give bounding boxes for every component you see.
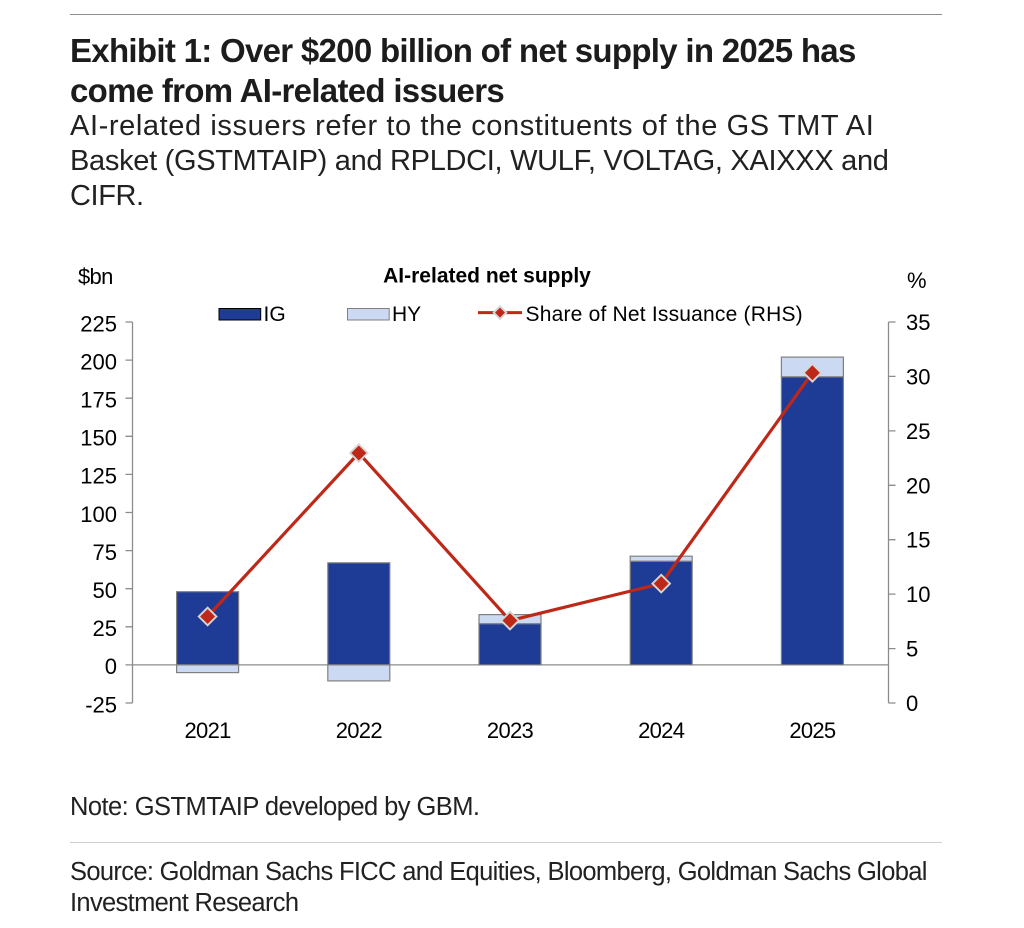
svg-text:125: 125 (80, 464, 117, 489)
svg-text:25: 25 (906, 419, 930, 444)
svg-text:150: 150 (80, 426, 117, 451)
svg-text:%: % (907, 268, 927, 293)
svg-text:50: 50 (93, 578, 117, 603)
svg-text:15: 15 (906, 528, 930, 553)
svg-text:2022: 2022 (336, 718, 383, 743)
svg-text:100: 100 (80, 502, 117, 527)
svg-text:2024: 2024 (638, 718, 685, 743)
svg-text:Share of Net Issuance (RHS): Share of Net Issuance (RHS) (526, 303, 803, 326)
svg-text:35: 35 (906, 310, 930, 335)
svg-text:0: 0 (105, 654, 117, 679)
svg-text:2021: 2021 (185, 718, 232, 743)
svg-text:2023: 2023 (487, 718, 534, 743)
svg-text:5: 5 (906, 637, 918, 662)
svg-text:25: 25 (93, 616, 117, 641)
svg-text:HY: HY (392, 303, 421, 326)
svg-text:20: 20 (906, 473, 930, 498)
svg-text:-25: -25 (85, 692, 117, 717)
svg-text:IG: IG (264, 303, 286, 326)
svg-text:$bn: $bn (78, 264, 113, 289)
svg-text:0: 0 (906, 691, 918, 716)
svg-text:10: 10 (906, 582, 930, 607)
svg-text:200: 200 (80, 349, 117, 374)
svg-text:175: 175 (80, 388, 117, 413)
svg-text:225: 225 (80, 311, 117, 336)
svg-text:75: 75 (93, 540, 117, 565)
svg-text:2025: 2025 (789, 718, 836, 743)
svg-text:AI-related net supply: AI-related net supply (383, 265, 591, 288)
svg-text:30: 30 (906, 364, 930, 389)
